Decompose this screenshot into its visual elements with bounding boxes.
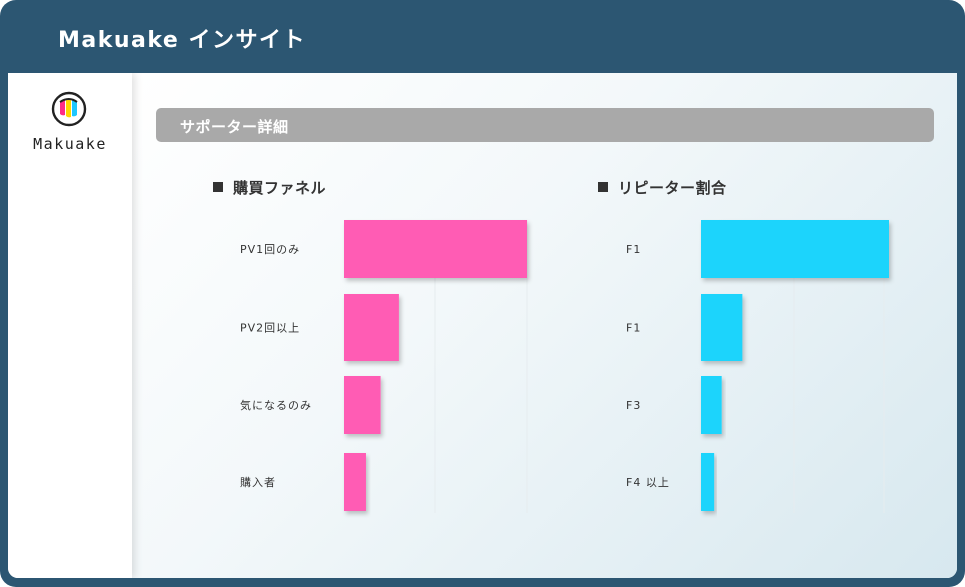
- funnel-chart-title-text: 購買ファネル: [233, 179, 327, 197]
- funnel-category-label: PV2回以上: [240, 322, 300, 335]
- repeater-chart-title: リピーター割合: [598, 177, 727, 198]
- square-bullet-icon: [213, 182, 223, 192]
- repeater-category-label: F4 以上: [626, 476, 670, 489]
- main-panel: Makuake サポーター詳細 購買ファネル リピーター割合 PV1回のみ PV2…: [8, 73, 957, 578]
- funnel-bar[interactable]: [344, 294, 399, 361]
- funnel-bar[interactable]: [344, 220, 527, 278]
- square-bullet-icon: [598, 182, 608, 192]
- section-header: サポーター詳細: [156, 108, 934, 142]
- funnel-category-label: 気になるのみ: [240, 398, 312, 412]
- repeater-chart-title-text: リピーター割合: [618, 179, 727, 197]
- funnel-bar[interactable]: [344, 453, 366, 511]
- funnel-bar[interactable]: [344, 376, 381, 434]
- logo-text: Makuake: [33, 135, 107, 153]
- funnel-category-label: 購入者: [240, 475, 276, 489]
- content-area: サポーター詳細 購買ファネル リピーター割合 PV1回のみ PV2回以上 気になるの…: [132, 73, 957, 578]
- section-title: サポーター詳細: [180, 118, 289, 136]
- repeater-bar[interactable]: [701, 220, 889, 278]
- funnel-category-label: PV1回のみ: [240, 243, 300, 256]
- repeater-category-label: F3: [626, 399, 641, 412]
- makuake-logo-icon[interactable]: [51, 91, 87, 127]
- funnel-chart-title: 購買ファネル: [213, 177, 326, 198]
- repeater-category-label: F1: [626, 322, 641, 335]
- repeater-bar[interactable]: [701, 376, 722, 434]
- sidebar: Makuake: [8, 73, 132, 578]
- repeater-category-label: F1: [626, 243, 641, 256]
- repeater-bar[interactable]: [701, 294, 743, 361]
- app-title: Makuake インサイト: [58, 28, 306, 53]
- repeater-bar[interactable]: [701, 453, 715, 511]
